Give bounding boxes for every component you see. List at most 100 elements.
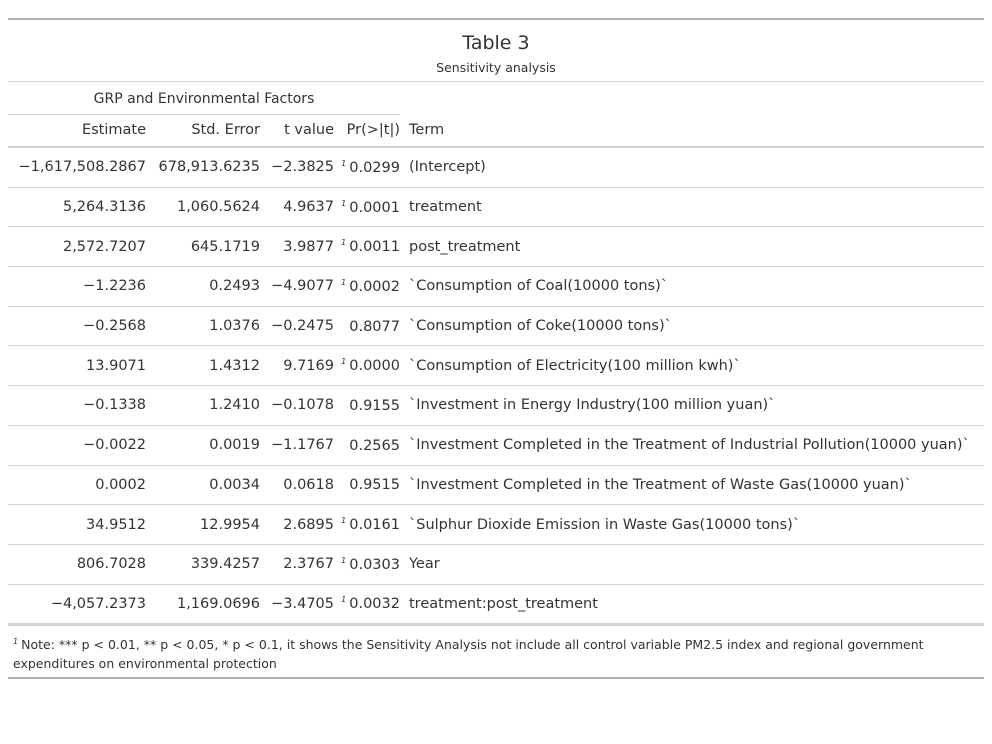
cell-estimate: 2,572.7207 [62,238,146,255]
p-value-text: 0.2565 [349,437,400,454]
table-row: 2,572.7207 645.1719 3.9877 1 0.0011 post_trea… [8,227,984,268]
significance-mark: 1 [341,198,347,208]
cell-term: `Investment Completed in the Treatment o… [409,476,912,493]
cell-p-value: 1 0.0032 [334,595,400,612]
cell-term: treatment [409,199,482,216]
table-row: −4,057.2373 1,169.0696 −3.4705 1 0.0032 treat… [8,585,984,625]
column-spanner: GRP and Environmental Factors [8,82,400,115]
cell-t-value: −1.1767 [271,437,334,454]
cell-t-value: 3.9877 [283,238,334,255]
table-subtitle: Sensitivity analysis [8,55,984,82]
cell-estimate: 806.7028 [76,556,146,573]
cell-estimate: 13.9071 [86,357,146,374]
header-p-value: Pr(>|t|) [346,122,400,138]
table-row: −0.1338 1.2410 −0.1078 0.9155 `Investment in… [8,386,984,426]
cell-estimate: 34.9512 [86,516,146,533]
table-body: −1,617,508.2867 678,913.6235 −2.3825 1 0.029… [8,148,984,625]
cell-std-error: 339.4257 [190,556,260,573]
cell-t-value: −2.3825 [271,159,334,176]
table-row: 806.7028 339.4257 2.3767 1 0.0303 Year [8,545,984,585]
column-spanner-row: GRP and Environmental Factors [8,82,984,115]
cell-estimate: 5,264.3136 [62,199,146,216]
cell-estimate: −0.2568 [83,318,146,335]
cell-p-value: 1 0.0001 [334,199,400,216]
cell-term: `Consumption of Coal(10000 tons)` [409,278,668,295]
table-title: Table 3 [462,32,530,54]
table-row: −0.2568 1.0376 −0.2475 0.8077 `Consumption o… [8,307,984,347]
p-value-text: 0.0002 [349,278,400,295]
cell-t-value: −0.2475 [271,318,334,335]
significance-mark: 1 [341,516,347,526]
header-estimate: Estimate [81,122,146,138]
table-footnote: 1 Note: *** p < 0.01, ** p < 0.05, * p < … [8,624,984,680]
cell-std-error: 1,060.5624 [176,199,260,216]
p-value-text: 0.0000 [349,358,400,375]
cell-t-value: −3.4705 [271,595,334,612]
table-row: 34.9512 12.9954 2.6895 1 0.0161 `Sulphur Diox… [8,505,984,545]
cell-std-error: 1,169.0696 [176,595,260,612]
cell-std-error: 645.1719 [190,238,260,255]
cell-std-error: 678,913.6235 [158,159,260,176]
p-value-text: 0.8077 [349,318,400,335]
table-row: −0.0022 0.0019 −1.1767 0.2565 `Investment Co… [8,426,984,466]
cell-term: `Consumption of Coke(10000 tons)` [409,318,672,335]
cell-term: post_treatment [409,238,521,255]
cell-std-error: 0.2493 [209,278,260,295]
p-value-text: 0.0303 [349,556,400,573]
table-row: 0.0002 0.0034 0.0618 0.9515 `Investment Comp… [8,466,984,506]
column-header-row: Estimate Std. Error t value Pr(>|t|) Ter… [8,114,984,148]
p-value-text: 0.0299 [349,159,400,176]
table-row: −1,617,508.2867 678,913.6235 −2.3825 1 0.029… [8,148,984,188]
significance-mark: 1 [341,357,347,367]
p-value-text: 0.0032 [349,596,400,613]
cell-t-value: 2.6895 [283,516,334,533]
cell-p-value: 0.9515 [334,476,400,493]
p-value-text: 0.0161 [349,517,400,534]
header-t-value: t value [284,122,334,138]
regression-table: Table 3 Sensitivity analysis GRP and Env… [8,18,984,680]
cell-p-value: 1 0.0002 [334,278,400,295]
table-row: −1.2236 0.2493 −4.9077 1 0.0002 `Consumption … [8,267,984,307]
cell-term: `Consumption of Electricity(100 million … [409,357,741,374]
p-value-text: 0.0001 [349,199,400,216]
cell-std-error: 0.0019 [209,437,260,454]
significance-mark: 1 [341,595,347,605]
cell-term: treatment:post_treatment [409,595,598,612]
cell-term: `Investment Completed in the Treatment o… [409,437,970,454]
cell-estimate: −0.1338 [83,397,146,414]
cell-std-error: 0.0034 [209,476,260,493]
cell-p-value: 1 0.0303 [334,556,400,573]
cell-p-value: 1 0.0161 [334,516,400,533]
footnote-mark: 1 [13,637,19,647]
header-term: Term [409,122,445,138]
cell-t-value: 0.0618 [283,476,334,493]
cell-p-value: 0.8077 [334,318,400,335]
cell-p-value: 1 0.0000 [334,357,400,374]
cell-p-value: 0.2565 [334,437,400,454]
p-value-text: 0.0011 [349,239,400,256]
cell-std-error: 1.0376 [209,318,260,335]
significance-mark: 1 [341,158,347,168]
significance-mark: 1 [341,238,347,248]
cell-t-value: 9.7169 [283,357,334,374]
cell-p-value: 0.9155 [334,397,400,414]
cell-t-value: −0.1078 [271,397,334,414]
table-row: 13.9071 1.4312 9.7169 1 0.0000 `Consumption o… [8,346,984,387]
cell-estimate: −0.0022 [83,437,146,454]
cell-term: `Investment in Energy Industry(100 milli… [409,397,776,414]
cell-estimate: −4,057.2373 [50,595,146,612]
cell-t-value: 4.9637 [283,199,334,216]
cell-p-value: 1 0.0011 [334,238,400,255]
cell-term: `Sulphur Dioxide Emission in Waste Gas(1… [409,516,801,533]
cell-t-value: 2.3767 [283,556,334,573]
table-row: 5,264.3136 1,060.5624 4.9637 1 0.0001 treatme… [8,188,984,228]
header-std-error: Std. Error [191,122,260,138]
cell-std-error: 1.4312 [209,357,260,374]
cell-estimate: −1,617,508.2867 [18,159,146,176]
p-value-text: 0.9155 [349,397,400,414]
cell-std-error: 12.9954 [200,516,260,533]
significance-mark: 1 [341,555,347,565]
cell-estimate: −1.2236 [83,278,146,295]
cell-term: (Intercept) [409,159,486,176]
cell-term: Year [409,556,440,573]
